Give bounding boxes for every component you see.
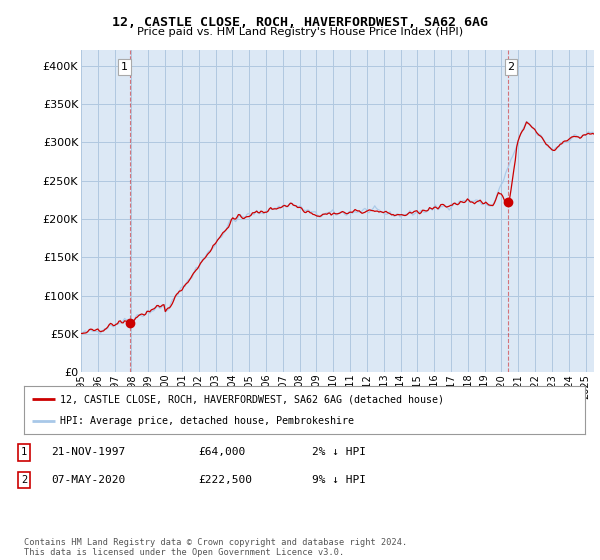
Text: 1: 1 [121,62,128,72]
Text: 07-MAY-2020: 07-MAY-2020 [51,475,125,485]
Text: 21-NOV-1997: 21-NOV-1997 [51,447,125,458]
Text: 2% ↓ HPI: 2% ↓ HPI [312,447,366,458]
Text: Contains HM Land Registry data © Crown copyright and database right 2024.
This d: Contains HM Land Registry data © Crown c… [24,538,407,557]
Text: HPI: Average price, detached house, Pembrokeshire: HPI: Average price, detached house, Pemb… [61,416,355,426]
Text: 1: 1 [21,447,27,458]
Text: 12, CASTLE CLOSE, ROCH, HAVERFORDWEST, SA62 6AG (detached house): 12, CASTLE CLOSE, ROCH, HAVERFORDWEST, S… [61,394,445,404]
Text: 2: 2 [508,62,515,72]
Text: 12, CASTLE CLOSE, ROCH, HAVERFORDWEST, SA62 6AG: 12, CASTLE CLOSE, ROCH, HAVERFORDWEST, S… [112,16,488,29]
Text: 2: 2 [21,475,27,485]
Text: £64,000: £64,000 [198,447,245,458]
Text: £222,500: £222,500 [198,475,252,485]
Text: Price paid vs. HM Land Registry's House Price Index (HPI): Price paid vs. HM Land Registry's House … [137,27,463,37]
Text: 9% ↓ HPI: 9% ↓ HPI [312,475,366,485]
